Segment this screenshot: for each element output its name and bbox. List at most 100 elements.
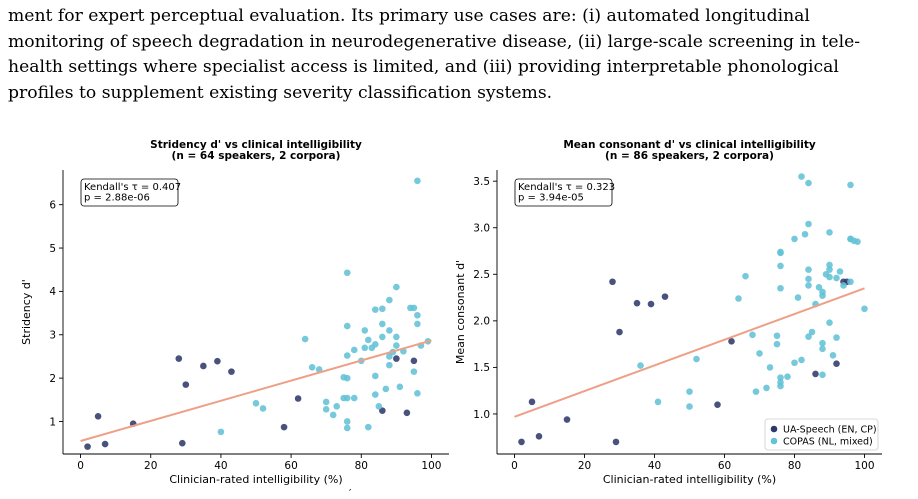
chart1-point-ua-14 xyxy=(403,409,411,417)
chart2-point-ua-2 xyxy=(535,433,543,440)
chart2-point-ua-4 xyxy=(609,278,616,286)
chart1-stat-line-2: p = 2.88e-06 xyxy=(84,193,150,204)
chart1-point-copas-14 xyxy=(343,352,351,359)
chart2-legend-marker-copas xyxy=(770,437,778,445)
chart2-point-copas-58 xyxy=(854,238,861,245)
chart2-point-copas-2 xyxy=(686,403,693,410)
chart1-point-copas-43 xyxy=(393,333,400,341)
chart2-point-ua-5 xyxy=(612,438,620,446)
chart1-point-ua-4 xyxy=(175,355,183,362)
body-text-line-1: ment for expert perceptual evaluation. I… xyxy=(8,6,810,26)
chart1-point-copas-39 xyxy=(386,361,393,369)
chart1-point-copas-37 xyxy=(386,327,393,334)
chart1-point-copas-1 xyxy=(252,399,260,407)
chart1-point-ua-0 xyxy=(84,443,91,450)
body-text-line-4: profiles to supplement existing severity… xyxy=(8,82,553,103)
chart1-x-tick-label-1: 20 xyxy=(144,460,157,472)
chart1-point-copas-27 xyxy=(372,372,379,380)
chart2-stat-line-1: Kendall's τ = 0.323 xyxy=(518,182,615,193)
chart1-point-copas-44 xyxy=(396,383,404,391)
chart2-point-copas-30 xyxy=(805,282,812,289)
chart1-point-copas-42 xyxy=(393,283,400,291)
chart1-y-tick-label-1: 2 xyxy=(49,373,56,385)
body-text: ment for expert perceptual evaluation. I… xyxy=(8,4,913,106)
chart1-point-copas-25 xyxy=(364,336,372,344)
chart1-x-tick-label-5: 100 xyxy=(421,460,441,472)
chart2-group: Mean consonant d' vs clinical intelligib… xyxy=(454,139,882,486)
caption-fragment: ′ xyxy=(349,488,352,499)
chart2-point-ua-8 xyxy=(647,300,655,308)
chart1-x-tick-label-4: 80 xyxy=(355,460,368,472)
chart1-point-copas-28 xyxy=(372,391,379,398)
chart1-point-copas-35 xyxy=(382,385,390,393)
chart2-x-tick-label-2: 40 xyxy=(648,460,661,472)
chart2-point-copas-38 xyxy=(819,339,826,347)
chart2-point-copas-3 xyxy=(686,388,693,395)
chart2-point-copas-45 xyxy=(826,261,833,269)
chart2-point-copas-10 xyxy=(763,384,770,392)
chart2-point-copas-37 xyxy=(819,371,826,379)
chart1-point-copas-20 xyxy=(350,346,358,354)
chart2-point-copas-55 xyxy=(847,278,854,286)
chart2-point-copas-22 xyxy=(791,359,798,367)
chart1-y-tick-label-2: 3 xyxy=(49,330,56,342)
chart1-x-tick-label-0: 0 xyxy=(77,460,84,472)
chart2-legend-marker-ua xyxy=(770,425,778,433)
chart1-title-line-1: Stridency d' vs clinical intelligibility xyxy=(150,139,362,151)
chart1-point-copas-8 xyxy=(329,411,337,419)
chart1-point-copas-16 xyxy=(343,394,351,402)
chart2-x-tick-label-3: 60 xyxy=(718,460,731,472)
chart1-point-copas-49 xyxy=(414,177,421,185)
chart1-group: Stridency d' vs clinical intelligibility… xyxy=(20,139,449,486)
chart1-y-tick-label-3: 4 xyxy=(49,286,56,298)
chart2-point-copas-23 xyxy=(791,235,798,243)
chart2-point-copas-7 xyxy=(749,331,756,339)
chart1-point-copas-17 xyxy=(343,418,351,425)
chart1-point-copas-38 xyxy=(386,296,393,304)
chart2-point-copas-12 xyxy=(773,340,781,348)
chart1-point-ua-11 xyxy=(294,395,302,402)
chart1-point-ua-1 xyxy=(94,412,102,420)
chart2-point-copas-27 xyxy=(801,230,809,238)
chart1-point-copas-7 xyxy=(322,398,330,406)
chart2-point-copas-59 xyxy=(861,305,868,313)
chart1-fit-line xyxy=(80,339,432,442)
chart2-title-line-1: Mean consonant d' vs clinical intelligib… xyxy=(563,139,816,151)
chart1-point-ua-8 xyxy=(214,357,221,365)
chart2-point-copas-50 xyxy=(833,334,840,341)
chart1-point-copas-2 xyxy=(259,405,267,412)
chart1-point-ua-2 xyxy=(101,440,109,448)
chart1-y-axis-label: Stridency d' xyxy=(20,279,33,345)
chart2-point-copas-21 xyxy=(784,373,791,381)
chart2-point-ua-1 xyxy=(528,398,536,406)
chart2-point-copas-49 xyxy=(833,274,840,282)
chart2-point-copas-9 xyxy=(756,350,763,357)
chart1-point-copas-32 xyxy=(379,333,386,341)
chart1-point-copas-23 xyxy=(361,344,369,352)
chart2-y-tick-label-0: 1.0 xyxy=(473,409,490,421)
chart2-point-copas-52 xyxy=(840,282,847,289)
chart2-legend-label-copas: COPAS (NL, mixed) xyxy=(783,436,873,447)
chart1-point-copas-24 xyxy=(364,423,372,431)
chart2-point-copas-47 xyxy=(826,319,833,327)
chart2-point-ua-7 xyxy=(633,299,641,307)
chart2-point-ua-10 xyxy=(714,401,721,408)
chart1-point-copas-19 xyxy=(350,394,358,402)
chart2-point-copas-33 xyxy=(805,333,812,340)
chart2-stat-box xyxy=(514,178,613,207)
chart1-point-copas-0 xyxy=(217,428,225,436)
chart2-point-ua-11 xyxy=(728,338,735,345)
chart2-title-line-2: (n = 86 speakers, 2 corpora) xyxy=(605,150,774,162)
chart2-point-copas-29 xyxy=(805,220,812,228)
chart2-x-tick-label-1: 20 xyxy=(578,460,591,472)
chart1-title-line-2: (n = 64 speakers, 2 corpora) xyxy=(172,150,341,162)
chart1-point-copas-30 xyxy=(372,306,379,313)
chart2-x-axis-label: Clinician-rated intelligibility (%) xyxy=(603,473,776,486)
chart2-point-copas-44 xyxy=(826,229,833,236)
chart2-point-copas-25 xyxy=(798,173,805,180)
chart2-point-ua-13 xyxy=(833,360,840,367)
chart1-point-copas-33 xyxy=(379,320,386,328)
chart1-point-copas-15 xyxy=(343,374,351,382)
chart2-x-tick-label-5: 100 xyxy=(854,460,874,472)
chart2-point-copas-40 xyxy=(819,288,826,296)
